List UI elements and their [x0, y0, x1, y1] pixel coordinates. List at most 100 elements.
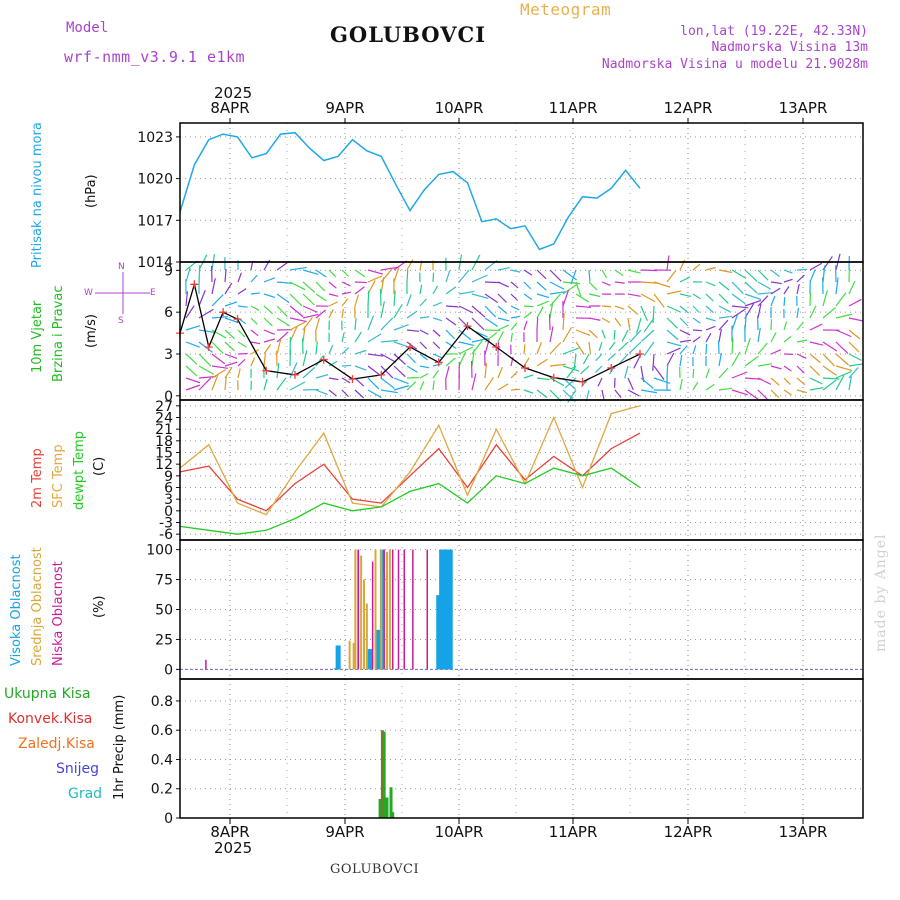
wind-arrow-464: [731, 293, 746, 305]
day-label-bottom-5: 13APR: [779, 823, 828, 841]
wind-arrow-86: [276, 362, 280, 379]
wind-gust-marker-18: [636, 350, 644, 358]
wind-arrow-420: [679, 293, 692, 298]
wind-arrow-265: [497, 281, 509, 288]
wind-arrow-53: [237, 368, 241, 379]
wind-arrow-424: [679, 339, 692, 343]
wind-arrow-56: [250, 274, 258, 283]
wind-arrow-36: [224, 301, 238, 307]
cloud-bar-1-4: [360, 555, 363, 670]
wind-arrow-366: [614, 305, 625, 310]
wind-arrow-245: [471, 305, 486, 318]
wind-arrow-8: [185, 365, 198, 377]
cloud-bar-1-8: [380, 549, 383, 670]
wind-arrow-431: [692, 293, 701, 300]
wind-arrow-382: [624, 365, 629, 379]
wind-arrow-129: [328, 360, 338, 367]
wind-arrow-139: [341, 347, 350, 355]
wind-arrow-517: [796, 268, 808, 271]
wind-arrow-506: [783, 269, 793, 274]
wind-arrow-359: [595, 353, 603, 362]
wind-arrow-286: [523, 269, 533, 276]
wind-arrow-263: [484, 376, 494, 391]
wind-arrow-197: [406, 381, 417, 391]
wind-arrow-449: [705, 368, 710, 379]
wind-arrow-221: [445, 270, 451, 283]
wind-arrow-390: [629, 329, 642, 343]
wind-arrow-492: [757, 363, 773, 367]
wind-arrow-166: [380, 268, 393, 283]
wind-arrow-509: [783, 296, 786, 307]
wind-arrow-172: [380, 353, 397, 363]
wind-arrow-98: [289, 381, 306, 391]
wind-arrow-345: [588, 317, 601, 321]
wind-arrow-312: [549, 302, 554, 319]
wind-arrow-401: [641, 329, 655, 342]
wind-arrow-101: [302, 293, 315, 306]
ytick-label-temp-4: 6: [164, 481, 173, 497]
wind-arrow-519: [796, 283, 800, 295]
wind-arrow-130: [328, 377, 339, 381]
wind-arrow-299: [536, 293, 550, 299]
wind-arrow-81: [276, 317, 291, 327]
day-label-top-4: 12APR: [664, 99, 713, 117]
wind-arrow-316: [549, 363, 566, 367]
wind-arrow-243: [471, 274, 488, 283]
wind-arrow-534: [809, 341, 824, 346]
wind-arrow-535: [809, 353, 821, 364]
wind-gust-marker-13: [492, 343, 501, 352]
wind-arrow-463: [731, 281, 744, 295]
wind-arrow-369: [608, 341, 616, 351]
wind-arrow-102: [302, 305, 318, 313]
wind-arrow-503: [770, 365, 782, 370]
wind-arrow-300: [536, 300, 549, 307]
precip-legend-ukupna: Ukupna Kisa: [4, 686, 91, 702]
wind-gust-marker-4: [233, 315, 242, 324]
ytick-label-temp-2: 0: [164, 504, 173, 520]
wind-arrow-256: [484, 305, 497, 318]
wind-arrow-349: [580, 365, 590, 375]
wind-arrow-355: [601, 305, 612, 308]
wind-arrow-529: [809, 269, 816, 283]
wind-arrow-487: [757, 295, 769, 307]
wind-arrow-92: [289, 317, 307, 323]
wind-arrow-144: [354, 281, 367, 284]
cloud-bar-1-2: [354, 549, 357, 670]
precip-bar-5: [391, 812, 395, 818]
day-label-top-5: 13APR: [779, 99, 828, 117]
wind-arrow-108: [302, 366, 316, 379]
wind-arrow-262: [484, 362, 488, 379]
wind-arrow-269: [497, 324, 509, 331]
wind-arrow-438: [692, 368, 695, 379]
wind-arrow-228: [445, 357, 456, 367]
wind-arrow-394: [640, 377, 654, 389]
wind-arrow-523: [796, 339, 808, 343]
wind-arrow-522: [796, 321, 804, 331]
wind-arrow-330: [570, 269, 577, 285]
wind-arrow-527: [796, 389, 808, 394]
wind-arrow-38: [224, 329, 235, 340]
wind-arrow-386: [640, 281, 658, 284]
wind-arrow-308: [549, 269, 562, 282]
wind-arrow-322: [562, 289, 570, 307]
wind-arrow-426: [679, 354, 683, 367]
wind-arrow-484: [757, 269, 769, 281]
wind-arrow-568: [848, 353, 862, 361]
wind-arrow-490: [757, 327, 761, 343]
wind-arrow-331: [575, 281, 582, 297]
wind-arrow-558: [835, 365, 853, 372]
wind-arrow-226: [445, 341, 457, 350]
wind-arrow-41: [224, 361, 238, 367]
wind-arrow-268: [497, 317, 510, 322]
wind-arrow-32: [211, 374, 219, 391]
cloud-bar-2-6: [403, 549, 405, 670]
wind-arrow-507: [783, 278, 793, 283]
precip-bar-1: [380, 730, 384, 818]
wind-arrow-224: [445, 317, 457, 326]
wind-arrow-504: [770, 377, 780, 386]
wind-gust-marker-8: [348, 375, 357, 384]
wind-gust-marker-12: [463, 322, 472, 331]
wind-arrow-566: [848, 329, 861, 340]
wind-arrow-167: [380, 277, 385, 295]
